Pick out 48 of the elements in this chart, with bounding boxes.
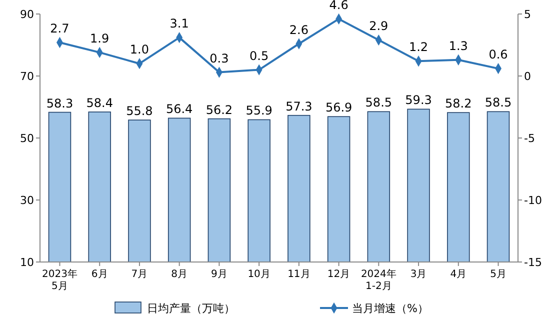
y2-tick-label: 0 <box>524 70 531 83</box>
data-label: 1.9 <box>90 31 110 46</box>
data-label: 0.5 <box>250 48 269 63</box>
data-label: 1.0 <box>130 42 150 57</box>
y2-tick-label: -10 <box>524 194 542 207</box>
x-tick-label: 12月 <box>327 269 350 280</box>
x-tick-label: 2023年 5月 <box>42 268 78 292</box>
data-label: 4.6 <box>329 0 348 12</box>
data-label: 1.2 <box>408 40 428 54</box>
data-label: 2.7 <box>50 22 70 36</box>
y-tick-label: 50 <box>20 132 34 145</box>
x-tick-label: 9月 <box>211 269 228 280</box>
data-label: 1.3 <box>448 38 468 53</box>
data-label: 2.6 <box>289 22 308 37</box>
legend-label: 日均产量（万吨） <box>147 302 235 315</box>
y2-tick-label: -15 <box>524 256 542 269</box>
x-tick-label: 5月 <box>490 269 506 280</box>
data-label: 55.9 <box>246 104 272 118</box>
data-label: 58.5 <box>365 96 392 110</box>
data-label: 58.3 <box>46 96 74 110</box>
y-tick-label: 90 <box>20 8 34 21</box>
data-label: 58.5 <box>484 96 512 110</box>
data-label: 58.2 <box>445 96 472 111</box>
data-label: 58.4 <box>86 96 113 110</box>
data-label: 0.6 <box>488 48 508 62</box>
x-tick-label: 10月 <box>248 269 270 280</box>
x-tick-label: 2024年 1-2月 <box>360 268 396 292</box>
data-label: 59.3 <box>405 93 432 108</box>
y-tick-label: 70 <box>20 70 34 83</box>
data-label: 2.9 <box>369 19 388 34</box>
x-tick-label: 8月 <box>171 269 188 280</box>
y-tick-label: 30 <box>20 194 34 207</box>
x-tick-label: 4月 <box>450 269 467 280</box>
x-tick-label: 7月 <box>131 269 148 280</box>
x-tick-label: 3月 <box>410 269 427 280</box>
data-label: 57.3 <box>286 99 312 114</box>
x-tick-label: 6月 <box>91 269 108 280</box>
y2-tick-label: 5 <box>524 8 531 21</box>
data-label: 56.4 <box>166 102 193 116</box>
y-tick-label: 10 <box>20 256 34 269</box>
data-label: 0.3 <box>210 51 229 66</box>
data-label: 56.9 <box>325 100 352 115</box>
x-tick-label: 11月 <box>288 269 310 280</box>
legend-label: 当月增速（%） <box>352 302 428 315</box>
data-label: 55.8 <box>126 104 153 118</box>
data-label: 56.2 <box>206 102 233 117</box>
data-label: 3.1 <box>170 16 189 31</box>
y2-tick-label: -5 <box>524 132 535 145</box>
